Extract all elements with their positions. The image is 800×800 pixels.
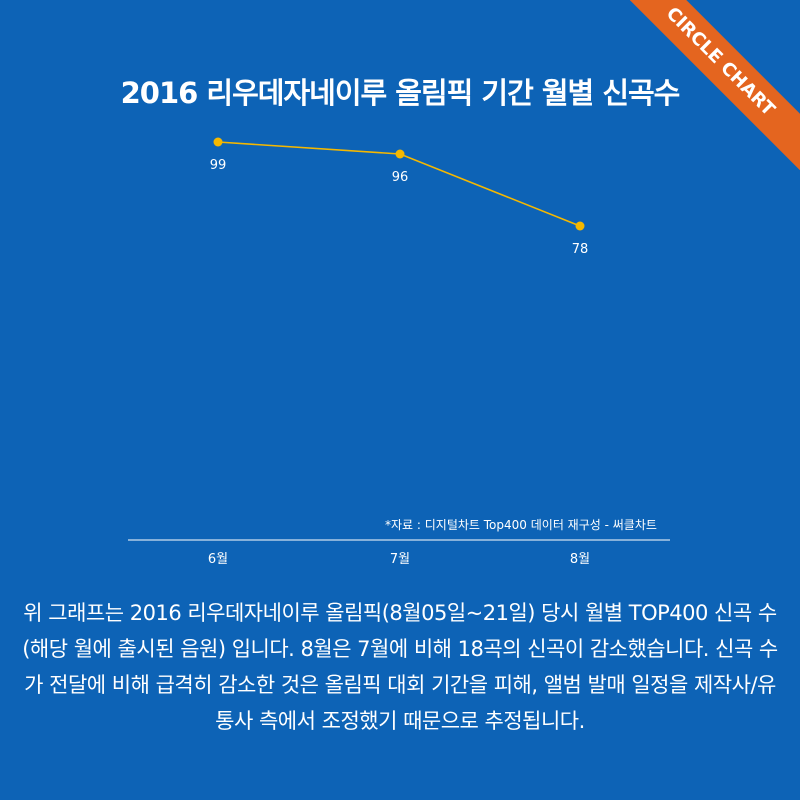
x-tick-label: 7월	[390, 552, 410, 567]
x-tick-label: 6월	[208, 552, 228, 567]
data-label: 78	[572, 242, 589, 257]
chart-title: 2016 리우데자네이루 올림픽 기간 월별 신곡수	[120, 76, 681, 110]
data-point	[213, 137, 223, 147]
data-label: 96	[392, 170, 409, 185]
plot-area: 99 6월 96 7월 78 8월	[128, 137, 670, 567]
data-label: 99	[210, 158, 227, 173]
source-note: *자료 : 디지털차트 Top400 데이터 재구성 - 써클차트	[385, 518, 657, 532]
data-point	[395, 149, 405, 159]
data-point	[575, 221, 585, 231]
x-tick-label: 8월	[570, 552, 590, 567]
description-text: 위 그래프는 2016 리우데자네이루 올림픽(8월05일~21일) 당시 월별…	[22, 601, 778, 733]
